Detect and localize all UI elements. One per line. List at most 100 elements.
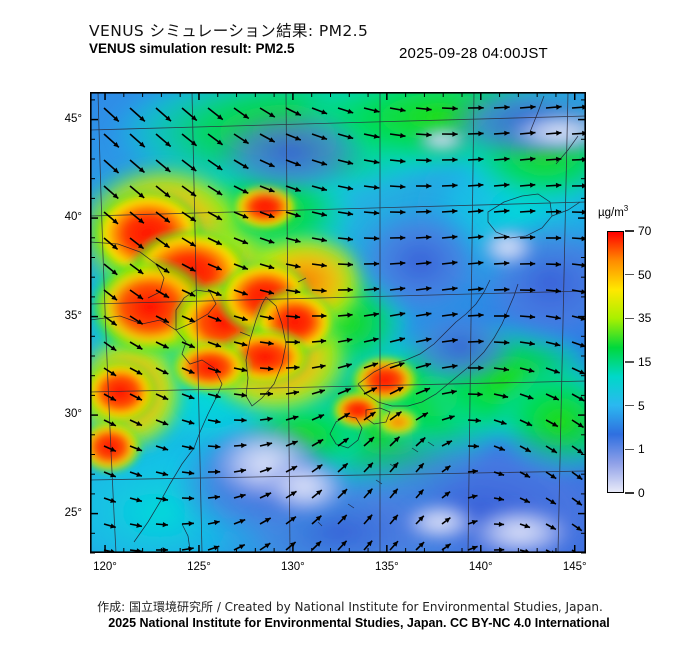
wind-vector-head [425, 311, 432, 317]
wind-vector-head [215, 368, 221, 373]
wind-vector-head [555, 315, 561, 321]
wind-vector-head [373, 133, 380, 139]
wind-vector-head [188, 394, 195, 400]
wind-vector-head [293, 390, 299, 396]
wind-vector-head [162, 343, 169, 349]
wind-vector-head [478, 208, 484, 214]
wind-vector-head [268, 238, 275, 244]
wind-vector-head [550, 473, 557, 479]
wind-vector-head [577, 422, 584, 428]
x-tick-label-145°: 145° [562, 561, 587, 573]
wind-vector-head [478, 156, 484, 162]
wind-vector-head [418, 542, 425, 548]
wind-vector-head [446, 440, 452, 446]
wind-vector-head [576, 525, 582, 531]
wind-vector-head [345, 388, 351, 393]
wind-vector-head [267, 391, 273, 397]
wind-vector-head [504, 182, 510, 188]
wind-vector-head [162, 445, 169, 451]
license-text: 2025 National Institute for Environmenta… [108, 616, 610, 630]
wind-vector-head [373, 210, 380, 216]
wind-vector-head [451, 389, 457, 395]
wind-vector-head [163, 292, 170, 298]
wind-vector-head [113, 116, 119, 122]
wind-vector-head [529, 314, 536, 320]
y-tick-label-40°: 40° [64, 211, 82, 224]
wind-vector-head [503, 234, 510, 240]
wind-vector-head [478, 260, 484, 266]
x-tick-label-130°: 130° [281, 561, 305, 573]
wind-vector-head [162, 471, 169, 477]
map-plot-area [90, 92, 586, 554]
wind-vector-head [478, 286, 484, 292]
wind-vector-head [399, 286, 406, 292]
wind-vector-head [294, 238, 301, 244]
wind-vector-head [188, 445, 195, 451]
wind-vector-head [392, 514, 398, 521]
wind-vector-head [214, 520, 220, 526]
wind-vector-head [556, 156, 562, 162]
wind-vector-head [392, 488, 398, 495]
wind-vector-head [216, 164, 223, 170]
wind-vector-head [341, 540, 347, 547]
wind-vector-head [215, 265, 222, 271]
wind-vector-head [321, 288, 327, 294]
wind-vector-head [294, 365, 300, 371]
wind-vector-head [555, 182, 562, 188]
wind-vector-head [346, 337, 353, 343]
wind-vector-head [452, 208, 458, 214]
wind-vector-head [240, 468, 246, 474]
colorbar-label-15: 15 [638, 355, 652, 369]
wind-vector-head [241, 392, 247, 398]
x-tick-label-135°: 135° [374, 561, 399, 573]
wind-vector-head [581, 209, 586, 215]
colorbar-label-50: 50 [638, 267, 652, 282]
x-tick-label-140°: 140° [468, 561, 493, 573]
colorbar-label-1: 1 [638, 442, 645, 457]
wind-vector-head [366, 540, 373, 547]
wind-vector-head [136, 319, 143, 325]
wind-vector-head [136, 471, 142, 477]
wind-vector-head [555, 261, 561, 267]
wind-vector-head [321, 160, 327, 166]
wind-vector-head [347, 134, 354, 140]
wind-vector-head [400, 209, 406, 215]
wind-vector-head [137, 294, 143, 300]
wind-vector-head [471, 494, 478, 500]
wind-vector-head [504, 156, 510, 162]
wind-vector-head [527, 394, 534, 400]
wind-vector-head [216, 240, 222, 245]
wind-vector-head [347, 312, 353, 318]
y-tick-label-35°: 35° [64, 309, 82, 322]
wind-vector-head [529, 208, 536, 214]
credit-line: 作成: 国立環境研究所 / Created by National Instit… [97, 600, 603, 614]
wind-vector-head [214, 494, 220, 500]
wind-vector-head [530, 261, 536, 267]
wind-vector-head [189, 343, 195, 348]
wind-vector [571, 549, 579, 553]
wind-vector-head [165, 115, 171, 122]
wind-vector-head [242, 239, 248, 245]
wind-vector-head [341, 514, 347, 521]
wind-vector-head [321, 135, 327, 140]
wind-vector-head [342, 463, 348, 469]
wind-vector-head [136, 497, 142, 503]
wind-vector-head [478, 182, 484, 188]
wind-vector-head [113, 167, 119, 173]
wind-vector-head [190, 165, 197, 171]
wind-vector-head [190, 191, 197, 197]
wind-vector-head [110, 472, 116, 478]
wind-vector-head [290, 491, 297, 497]
wind-vector-head [316, 490, 322, 496]
wind-vector-head [504, 287, 510, 293]
colorbar-tick-5 [625, 404, 634, 407]
wind-vector-head [452, 182, 458, 189]
wind-vector-head [217, 114, 223, 120]
wind-vector-head [393, 436, 400, 443]
colorbar-label-5: 5 [638, 398, 645, 413]
wind-vector-head [529, 340, 535, 346]
colorbar-tick-0 [625, 492, 634, 494]
wind-vector-head [110, 523, 116, 529]
wind-vector-head [399, 337, 405, 342]
